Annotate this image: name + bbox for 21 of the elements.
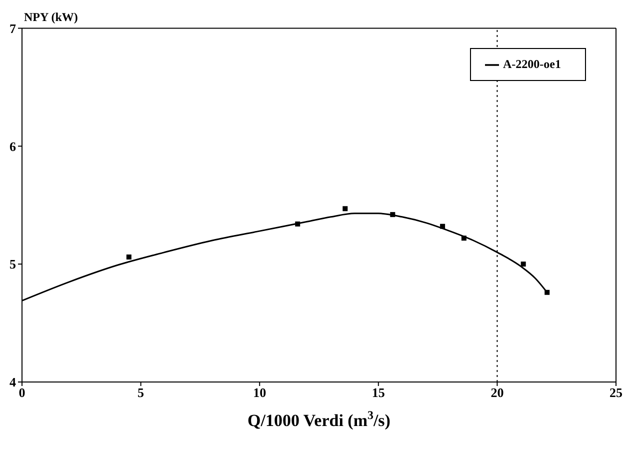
x-tick-label: 15	[372, 385, 386, 400]
y-tick-label: 7	[10, 20, 16, 36]
y-tick-label: 6	[10, 138, 16, 154]
x-tick-label: 20	[490, 385, 504, 400]
y-tick-label: 4	[10, 374, 16, 390]
x-tick-label: 10	[253, 385, 266, 400]
point	[440, 224, 446, 229]
legend-label: A-2200-oe1	[503, 57, 561, 71]
point	[295, 221, 300, 226]
point	[544, 290, 550, 295]
y-tick-label: 5	[10, 256, 16, 272]
point	[342, 206, 348, 212]
point	[126, 254, 132, 260]
x-tick-label: 5	[138, 385, 145, 400]
x-tick-label: 25	[610, 385, 623, 400]
point	[520, 262, 526, 267]
x-tick-label: 0	[18, 385, 26, 400]
point	[390, 212, 396, 218]
y-axis-title: NPY (kW)	[24, 10, 78, 25]
x-axis-title: Q/1000 Verdi (m$^{3}$/s)	[248, 408, 390, 430]
point	[461, 236, 466, 241]
